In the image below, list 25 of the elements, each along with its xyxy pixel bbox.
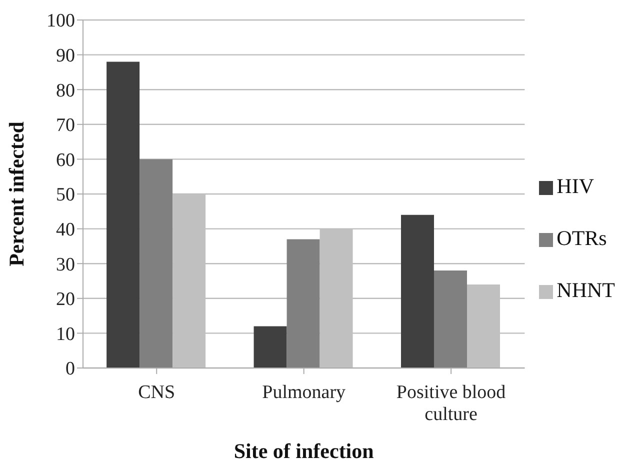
y-tick-label: 90 [56,46,75,67]
bar [106,62,140,368]
x-axis-title: Site of infection [234,439,374,463]
y-tick-label: 0 [66,358,75,380]
x-tick-label: CNS [138,382,176,403]
y-tick-label: 10 [56,324,75,345]
y-axis-title: Percent infected [4,121,28,266]
legend-label: HIV [556,174,594,198]
bar [401,214,434,368]
bar [286,239,320,368]
y-tick-label: 20 [56,289,75,310]
x-tick-label: Pulmonary [262,382,346,403]
y-tick-label: 50 [56,184,75,206]
y-tick-label: 100 [46,10,75,32]
y-tick-label: 40 [56,220,75,241]
y-tick-label: 60 [56,150,75,171]
bar [140,159,173,368]
y-tick-label: 80 [56,80,75,102]
y-tick-label: 70 [56,115,75,136]
legend-label: OTRs [556,226,607,250]
x-tick-label: Positive blood culture [396,382,506,425]
y-tick-label: 30 [56,254,75,276]
bar [254,326,287,368]
bar [434,270,468,368]
legend-label: NHNT [556,278,615,302]
